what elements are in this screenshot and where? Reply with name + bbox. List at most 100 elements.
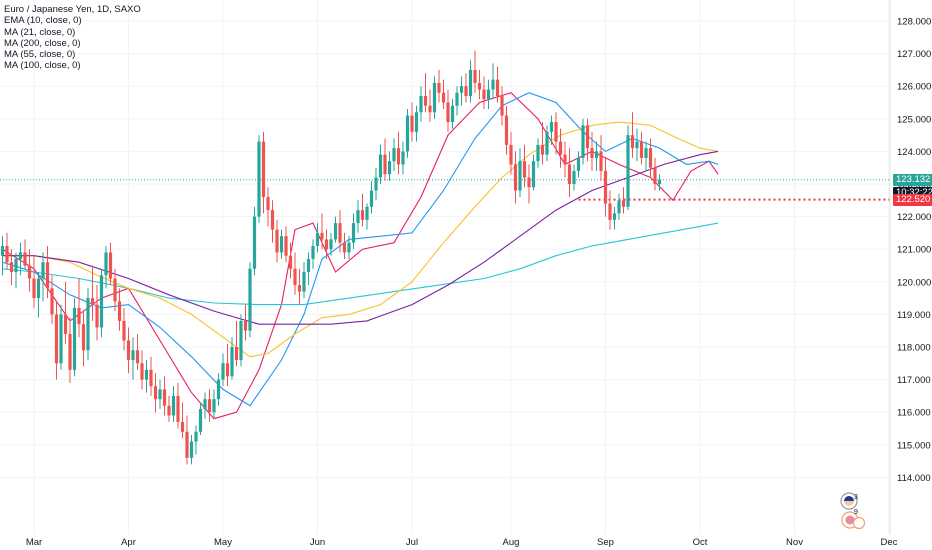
x-tick-label: Oct (693, 537, 708, 548)
candle-body (558, 141, 563, 155)
candle-body (621, 200, 626, 207)
candle-body (14, 258, 18, 273)
chart-events[interactable]: 3 9 (838, 490, 868, 532)
candle-body (225, 363, 230, 377)
y-tick-label: 117.000 (897, 375, 931, 386)
x-tick-label: Nov (786, 537, 803, 548)
candle (495, 66, 500, 103)
series-line-ma100 (2, 150, 719, 325)
candle (603, 157, 608, 217)
candle-body (5, 245, 9, 263)
candle (221, 353, 225, 387)
price-axis[interactable]: 128.000127.000126.000125.000124.000123.0… (897, 17, 931, 484)
candle-body (500, 95, 504, 116)
candle-body (374, 177, 378, 191)
candle (356, 200, 360, 233)
candle (189, 435, 194, 465)
chart-title[interactable]: Euro / Japanese Yen, 1D, SAXO (4, 4, 141, 15)
candle-body (410, 115, 414, 132)
candle-body (522, 161, 527, 178)
candle (113, 268, 117, 312)
candle-body (68, 333, 72, 370)
candle-body (617, 200, 621, 214)
candle (36, 272, 41, 318)
candle-body (63, 314, 68, 334)
y-tick-label: 127.000 (897, 49, 931, 60)
candle (288, 242, 293, 279)
candle-body (212, 399, 216, 413)
candle-body (153, 386, 158, 400)
candle (446, 89, 450, 132)
candle-body (140, 363, 144, 380)
candle (225, 343, 230, 387)
candle-body (630, 135, 635, 149)
candle-body (90, 298, 95, 305)
candle (369, 180, 374, 214)
candle (653, 157, 657, 191)
candle (423, 73, 428, 113)
candle-body (171, 395, 176, 416)
legend-ma200[interactable]: MA (200, close, 0) (4, 37, 81, 49)
candle (5, 232, 9, 269)
candle-body (536, 144, 540, 162)
candle-body (158, 389, 162, 400)
candle (257, 135, 261, 224)
candle (500, 86, 504, 126)
candle (378, 144, 383, 184)
candle (162, 376, 167, 416)
candle-body (599, 151, 603, 171)
candle (167, 395, 171, 422)
legend-ma21[interactable]: MA (21, close, 0) (4, 26, 76, 38)
candle-body (378, 154, 383, 178)
legend-ema10[interactable]: EMA (10, close, 0) (4, 15, 82, 27)
candle (536, 138, 540, 168)
candle-body (189, 441, 194, 458)
candle (86, 288, 90, 361)
candle (441, 79, 446, 110)
candle (126, 327, 131, 374)
candle (41, 252, 45, 302)
candle-body (99, 275, 104, 328)
candle-body (576, 157, 581, 171)
candle (374, 167, 378, 201)
legend-ma55[interactable]: MA (55, close, 0) (4, 49, 76, 61)
candle-body (509, 144, 513, 165)
candle (23, 239, 27, 269)
candle (18, 242, 23, 276)
legend-ma100[interactable]: MA (100, close, 0) (4, 60, 81, 72)
candle-body (243, 320, 248, 331)
candle (243, 304, 248, 341)
candle-body (365, 206, 369, 220)
candle (248, 262, 252, 338)
candle (482, 76, 486, 110)
candle (0, 236, 5, 276)
candle (365, 203, 369, 230)
candle (545, 125, 549, 162)
candle-body (648, 148, 653, 168)
candle (347, 236, 351, 259)
candle-body (221, 363, 225, 380)
candle (198, 402, 203, 436)
dividend-icon[interactable] (841, 511, 866, 530)
candle-body (333, 223, 338, 240)
candle (108, 242, 113, 286)
candle (392, 138, 396, 171)
time-axis[interactable]: Mar Apr May Jun Jul Aug Sep Oct Nov Dec (26, 537, 898, 548)
candle-body (603, 170, 608, 204)
candle (176, 382, 180, 429)
candle (59, 304, 63, 370)
candle-body (639, 141, 644, 158)
candle (644, 141, 648, 171)
candle-body (311, 245, 315, 259)
candle (203, 392, 207, 419)
candle (549, 115, 554, 145)
flag-icon[interactable] (840, 492, 858, 510)
candle-body (315, 232, 320, 246)
candle (383, 138, 387, 181)
candle-body (347, 242, 351, 253)
candle (306, 252, 311, 286)
candle-body (41, 262, 45, 279)
candle (522, 144, 527, 188)
candle-body (185, 431, 189, 458)
